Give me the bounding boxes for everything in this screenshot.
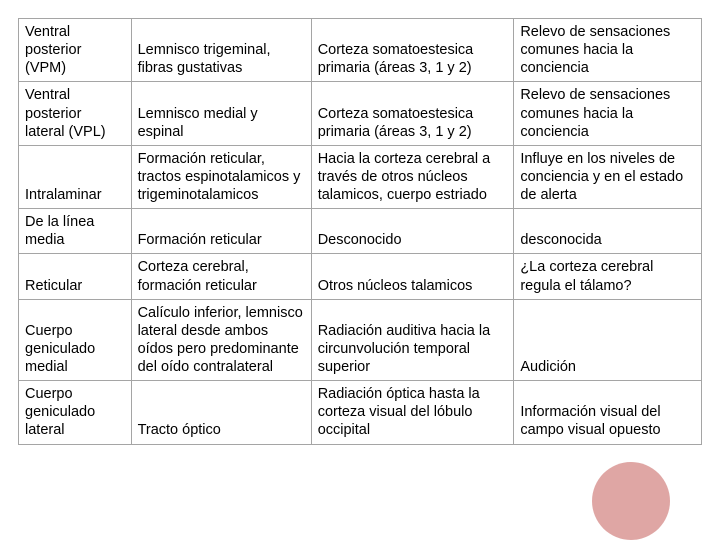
cell-function: Relevo de sensaciones comunes hacia la c… bbox=[514, 19, 702, 82]
cell-function: Relevo de sensaciones comunes hacia la c… bbox=[514, 82, 702, 145]
cell-afferent: Formación reticular bbox=[131, 209, 311, 254]
cell-nucleus: Intralaminar bbox=[19, 145, 132, 208]
cell-efferent: Otros núcleos talamicos bbox=[311, 254, 514, 299]
cell-function: Audición bbox=[514, 299, 702, 381]
cell-afferent: Tracto óptico bbox=[131, 381, 311, 444]
cell-nucleus: Reticular bbox=[19, 254, 132, 299]
cell-function: Información visual del campo visual opue… bbox=[514, 381, 702, 444]
cell-nucleus: Cuerpo geniculado lateral bbox=[19, 381, 132, 444]
table-row: De la línea media Formación reticular De… bbox=[19, 209, 702, 254]
cell-nucleus: Ventral posterior (VPM) bbox=[19, 19, 132, 82]
cell-afferent: Calículo inferior, lemnisco lateral desd… bbox=[131, 299, 311, 381]
cell-nucleus: Ventral posterior lateral (VPL) bbox=[19, 82, 132, 145]
cell-afferent: Lemnisco medial y espinal bbox=[131, 82, 311, 145]
cell-function: ¿La corteza cerebral regula el tálamo? bbox=[514, 254, 702, 299]
decorative-circle bbox=[592, 462, 670, 540]
table-row: Intralaminar Formación reticular, tracto… bbox=[19, 145, 702, 208]
cell-afferent: Formación reticular, tractos espinotalam… bbox=[131, 145, 311, 208]
thalamic-nuclei-table: Ventral posterior (VPM) Lemnisco trigemi… bbox=[18, 18, 702, 445]
cell-afferent: Lemnisco trigeminal, fibras gustativas bbox=[131, 19, 311, 82]
table-row: Ventral posterior (VPM) Lemnisco trigemi… bbox=[19, 19, 702, 82]
data-table: Ventral posterior (VPM) Lemnisco trigemi… bbox=[18, 18, 702, 445]
cell-nucleus: De la línea media bbox=[19, 209, 132, 254]
cell-efferent: Desconocido bbox=[311, 209, 514, 254]
cell-efferent: Hacia la corteza cerebral a través de ot… bbox=[311, 145, 514, 208]
cell-function: desconocida bbox=[514, 209, 702, 254]
cell-efferent: Corteza somatoestesica primaria (áreas 3… bbox=[311, 19, 514, 82]
cell-efferent: Radiación auditiva hacia la circunvoluci… bbox=[311, 299, 514, 381]
table-row: Cuerpo geniculado lateral Tracto óptico … bbox=[19, 381, 702, 444]
cell-nucleus: Cuerpo geniculado medial bbox=[19, 299, 132, 381]
table-row: Ventral posterior lateral (VPL) Lemnisco… bbox=[19, 82, 702, 145]
cell-efferent: Corteza somatoestesica primaria (áreas 3… bbox=[311, 82, 514, 145]
table-row: Reticular Corteza cerebral, formación re… bbox=[19, 254, 702, 299]
cell-efferent: Radiación óptica hasta la corteza visual… bbox=[311, 381, 514, 444]
cell-function: Influye en los niveles de conciencia y e… bbox=[514, 145, 702, 208]
cell-afferent: Corteza cerebral, formación reticular bbox=[131, 254, 311, 299]
table-row: Cuerpo geniculado medial Calículo inferi… bbox=[19, 299, 702, 381]
